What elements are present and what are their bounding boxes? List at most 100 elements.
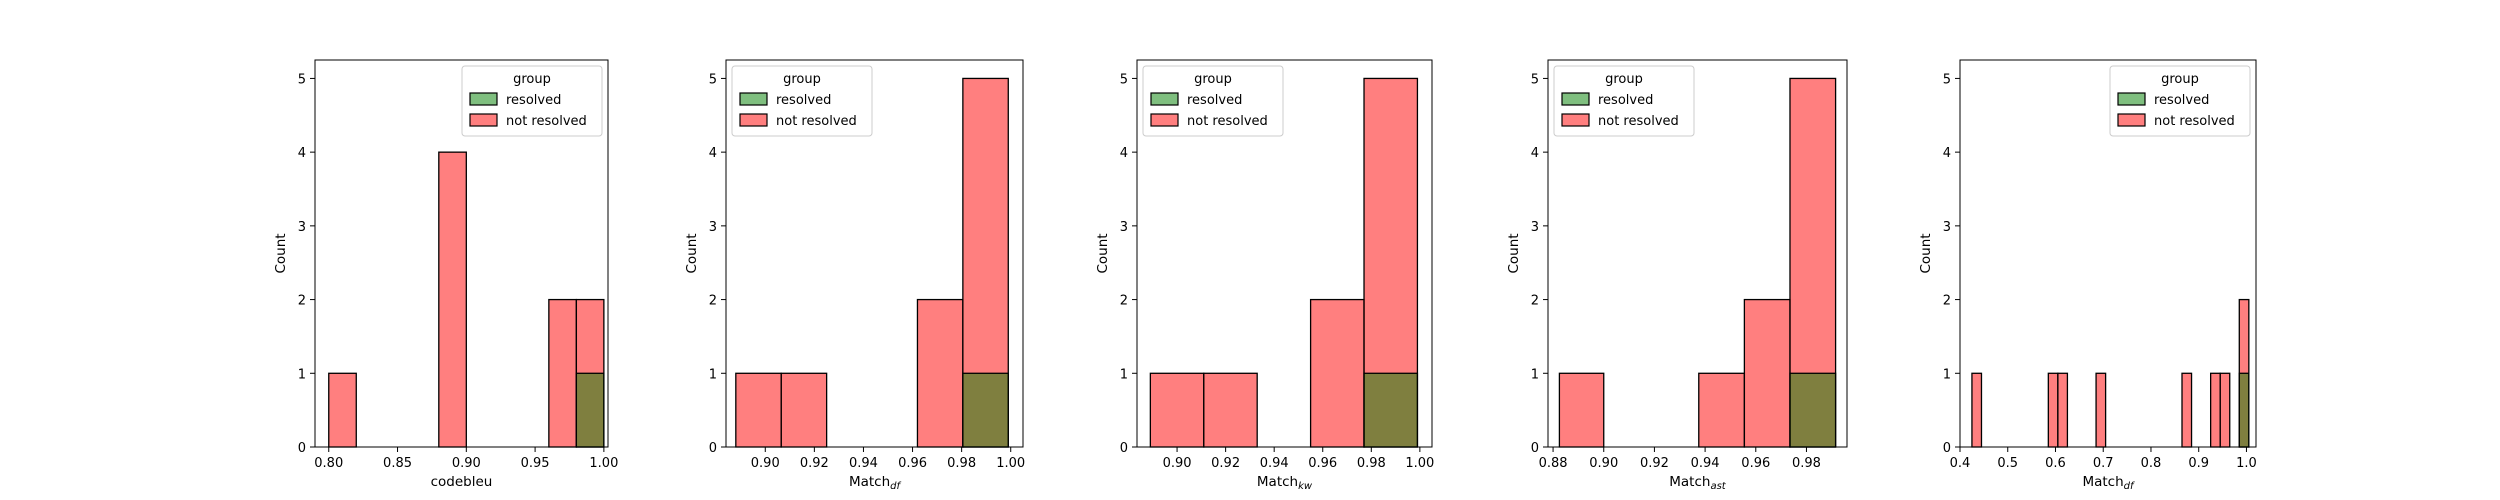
plot-frame: [1547, 59, 1848, 448]
y-tick-label: 3: [1120, 220, 1128, 235]
bar-not-resolved-3: [1309, 298, 1365, 448]
y-tick-label: 5: [709, 72, 717, 87]
legend-swatch-not-resolved: [1150, 113, 1179, 127]
legend: group resolved not resolved: [2109, 65, 2251, 137]
x-axis-label-subscript: ast: [1710, 481, 1726, 492]
bar-not-resolved-2: [438, 151, 467, 448]
legend-label-resolved: resolved: [776, 93, 831, 108]
legend: group resolved not resolved: [461, 65, 603, 137]
legend-swatch-not-resolved: [739, 113, 768, 127]
legend-label-resolved: resolved: [506, 93, 561, 108]
x-axis-label-subscript: df: [890, 481, 901, 492]
y-tick-label: 4: [709, 146, 717, 161]
x-tick-label: 0.80: [314, 456, 343, 471]
chart-panel-5: 0.4 0.5 0.6 0.7 0.8 0.9 1.0 0 1 2 3 4 5 Matchdf Count g…: [1918, 59, 2257, 492]
y-tick-label: 5: [1531, 72, 1539, 87]
x-tick-label: 0.8: [2141, 456, 2162, 471]
legend-title: group: [2161, 72, 2199, 87]
bar-not-resolved-3: [2057, 372, 2069, 448]
x-tick-label: 0.96: [1308, 456, 1337, 471]
legend: group resolved not resolved: [1142, 65, 1284, 137]
y-tick-label: 4: [1531, 146, 1539, 161]
plot-frame: [1136, 59, 1433, 448]
y-tick-label: 2: [709, 294, 717, 309]
plot-frame: [314, 59, 609, 448]
x-axis-label-subscript: df: [2124, 481, 2135, 492]
x-axis-label: Matchdf: [849, 474, 902, 492]
bar-resolved-1: [962, 372, 1009, 448]
x-tick-label: 1.00: [1405, 456, 1434, 471]
x-tick-label: 0.98: [947, 456, 976, 471]
y-tick-label: 5: [1120, 72, 1128, 87]
x-tick-label: 0.92: [1211, 456, 1240, 471]
legend-label-not-resolved: not resolved: [776, 114, 857, 129]
bar-not-resolved-3: [916, 298, 964, 448]
y-axis-label: Count: [1095, 233, 1111, 273]
legend-label-not-resolved: not resolved: [2154, 114, 2235, 129]
bar-not-resolved-2: [780, 372, 828, 448]
legend: group resolved not resolved: [1553, 65, 1695, 137]
x-tick-label: 0.88: [1539, 456, 1568, 471]
legend-label-not-resolved: not resolved: [1187, 114, 1268, 129]
legend: group resolved not resolved: [731, 65, 873, 137]
y-tick-label: 0: [709, 441, 717, 456]
y-tick-label: 2: [298, 294, 306, 309]
y-tick-label: 3: [1531, 220, 1539, 235]
bar-not-resolved-3: [548, 298, 578, 448]
x-tick-label: 0.98: [1792, 456, 1821, 471]
chart-panel-4: 0.88 0.90 0.92 0.94 0.96 0.98 0 1 2 3 4 5 Matchast Co…: [1506, 59, 1848, 492]
x-tick-label: 0.92: [800, 456, 829, 471]
x-axis-label: Matchdf: [2082, 474, 2135, 492]
legend-swatch-resolved: [1561, 92, 1590, 106]
x-tick-label: 1.00: [996, 456, 1025, 471]
y-tick-label: 0: [1120, 441, 1128, 456]
bar-not-resolved-1: [1971, 372, 1983, 448]
y-tick-label: 2: [1120, 294, 1128, 309]
bar-resolved-1: [1363, 372, 1419, 448]
bar-not-resolved-2: [1203, 372, 1258, 448]
y-tick-label: 4: [1943, 146, 1951, 161]
plot-frame: [725, 59, 1024, 448]
bar-not-resolved-3: [1743, 298, 1791, 448]
legend-label-resolved: resolved: [2154, 93, 2209, 108]
x-tick-label: 0.94: [1260, 456, 1289, 471]
x-tick-label: 1.0: [2236, 456, 2257, 471]
legend-swatch-not-resolved: [469, 113, 498, 127]
y-tick-label: 1: [298, 367, 306, 382]
x-tick-label: 0.9: [2188, 456, 2209, 471]
x-tick-label: 0.90: [751, 456, 780, 471]
y-tick-label: 5: [298, 72, 306, 87]
chart-panel-3: 0.90 0.92 0.94 0.96 0.98 1.00 0 1 2 3 4 5 Matchkw Cou…: [1095, 59, 1434, 492]
x-tick-label: 0.95: [521, 456, 550, 471]
y-tick-label: 2: [1531, 294, 1539, 309]
y-tick-label: 0: [1531, 441, 1539, 456]
x-tick-label: 0.7: [2093, 456, 2114, 471]
x-tick-label: 0.5: [1997, 456, 2018, 471]
x-tick-label: 0.90: [1163, 456, 1192, 471]
y-tick-label: 0: [298, 441, 306, 456]
legend-label-not-resolved: not resolved: [1598, 114, 1679, 129]
bar-not-resolved-5: [2181, 372, 2193, 448]
x-tick-label: 0.98: [1357, 456, 1386, 471]
legend-title: group: [1605, 72, 1643, 87]
bar-not-resolved-2: [2047, 372, 2059, 448]
y-tick-label: 3: [709, 220, 717, 235]
bar-not-resolved-1: [1149, 372, 1205, 448]
y-axis-label: Count: [1506, 233, 1522, 273]
x-tick-label: 0.4: [1950, 456, 1971, 471]
legend-swatch-resolved: [1150, 92, 1179, 106]
y-tick-label: 1: [1531, 367, 1539, 382]
bar-resolved-1: [2238, 372, 2250, 448]
x-axis-label-subscript: kw: [1298, 481, 1313, 492]
bar-not-resolved-1: [1558, 372, 1605, 448]
plot-frame: [1959, 59, 2257, 448]
legend-swatch-not-resolved: [2117, 113, 2146, 127]
x-tick-label: 0.96: [1741, 456, 1770, 471]
x-tick-label: 0.94: [1691, 456, 1720, 471]
y-tick-label: 3: [1943, 220, 1951, 235]
x-tick-label: 1.00: [589, 456, 618, 471]
y-tick-label: 4: [298, 146, 306, 161]
x-tick-label: 0.90: [452, 456, 481, 471]
y-tick-label: 5: [1943, 72, 1951, 87]
